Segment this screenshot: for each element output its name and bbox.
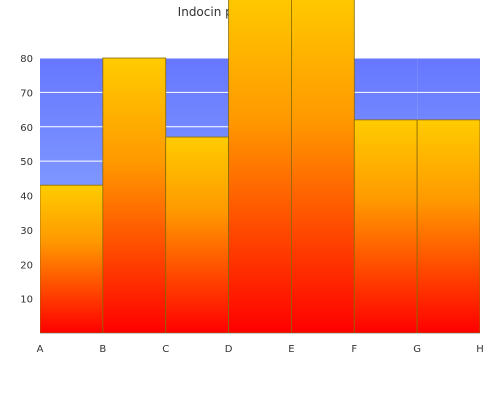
- foreground-series: [40, 0, 480, 333]
- data-bar: [165, 136, 229, 333]
- x-tick-label: H: [476, 344, 484, 355]
- plot-area: [40, 0, 480, 333]
- y-tick-label: 80: [20, 54, 33, 65]
- data-bar: [228, 0, 292, 333]
- x-tick-label: E: [288, 344, 294, 355]
- y-tick-label: 20: [20, 260, 33, 271]
- x-axis-ticks: A B C D E F G H: [37, 344, 484, 355]
- data-bar: [102, 57, 167, 333]
- x-tick-label: B: [99, 344, 106, 355]
- y-tick-label: 40: [20, 192, 33, 203]
- x-tick-label: G: [413, 344, 421, 355]
- y-tick-label: 70: [20, 88, 33, 99]
- y-tick-label: 60: [20, 123, 33, 134]
- data-bar: [291, 0, 355, 333]
- data-bar: [353, 119, 418, 333]
- x-tick-label: C: [162, 344, 169, 355]
- x-tick-label: D: [225, 344, 233, 355]
- data-bar: [416, 119, 480, 333]
- data-bar: [40, 184, 104, 333]
- y-tick-label: 10: [20, 295, 33, 306]
- x-tick-label: F: [351, 344, 357, 355]
- y-tick-label: 50: [20, 157, 33, 168]
- x-tick-label: A: [37, 344, 44, 355]
- y-axis-ticks: 10 20 30 40 50 60 70 80: [20, 54, 33, 306]
- y-tick-label: 30: [20, 226, 33, 237]
